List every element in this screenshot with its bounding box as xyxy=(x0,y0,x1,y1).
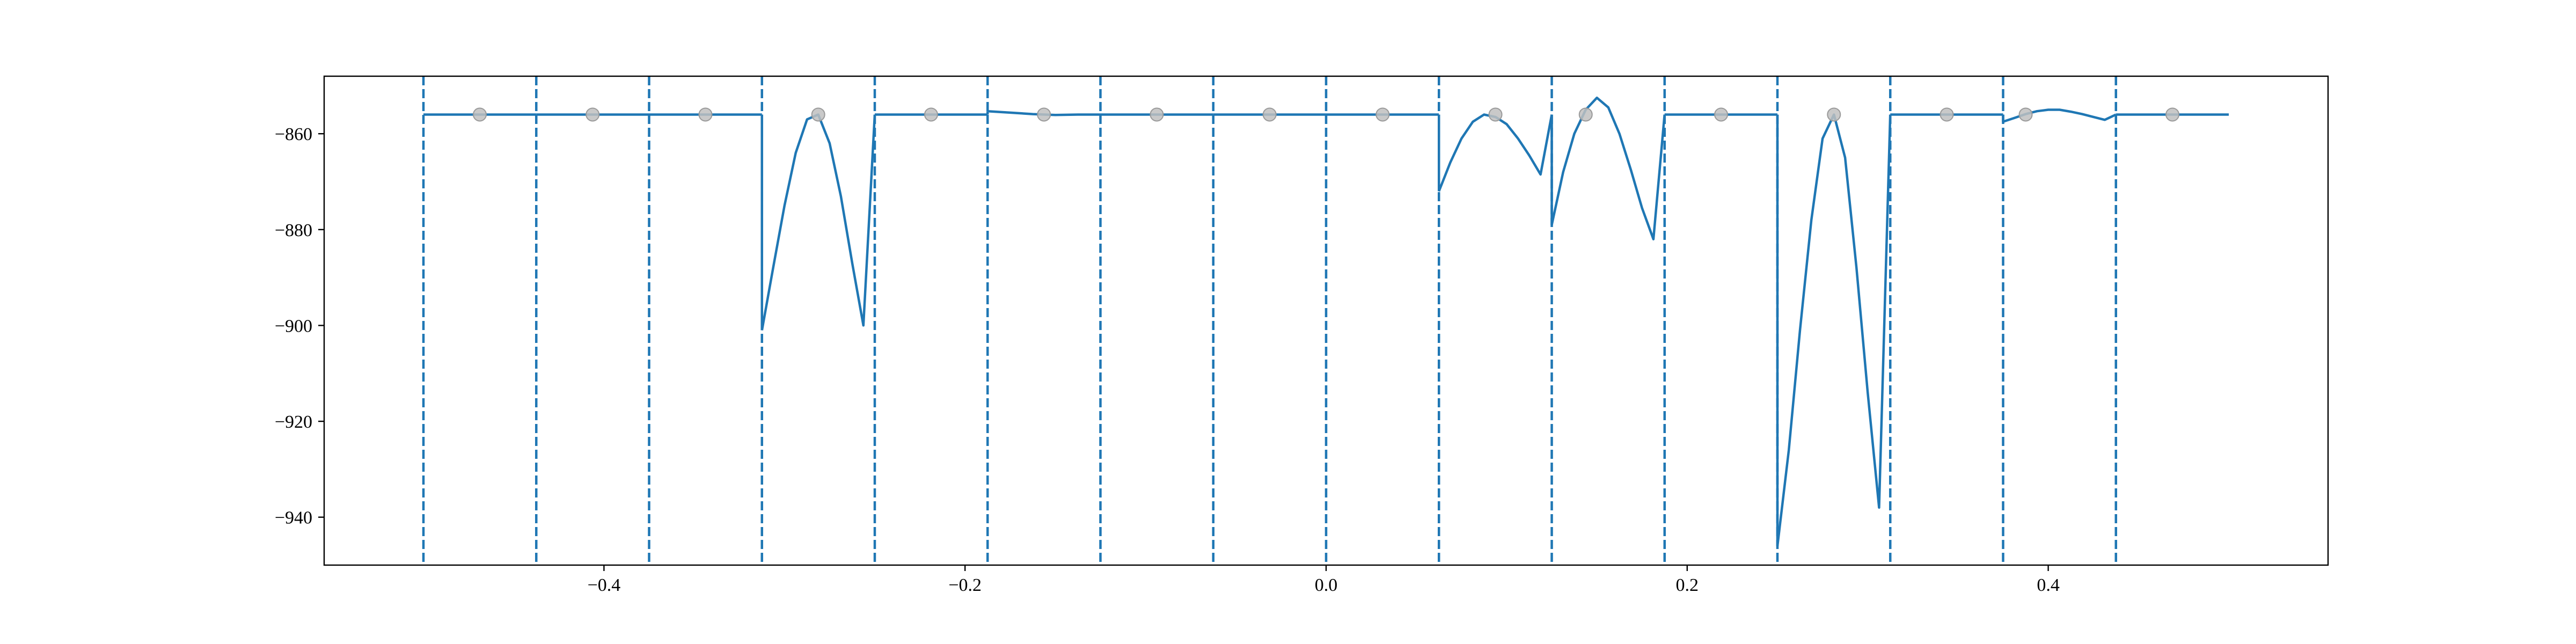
x-tick-label-0: −0.4 xyxy=(588,575,621,595)
marker-point-4 xyxy=(924,107,938,122)
marker-point-2 xyxy=(698,107,713,122)
x-tick-label-3: 0.2 xyxy=(1676,575,1699,595)
marker-point-12 xyxy=(1827,107,1841,122)
marker-points xyxy=(472,107,2180,122)
marker-point-8 xyxy=(1375,107,1390,122)
x-tick-label-4: 0.4 xyxy=(2037,575,2060,595)
y-tick-label-1: −920 xyxy=(275,412,312,432)
x-axis: −0.4 −0.2 0.0 0.2 0.4 xyxy=(588,565,2060,595)
y-tick-label-0: −940 xyxy=(275,508,312,528)
x-tick-label-1: −0.2 xyxy=(948,575,982,595)
marker-point-14 xyxy=(2018,107,2033,122)
marker-point-11 xyxy=(1714,107,1729,122)
y-tick-label-3: −880 xyxy=(275,221,312,240)
marker-point-1 xyxy=(586,107,600,122)
plot-area xyxy=(422,76,2229,565)
x-tick-label-2: 0.0 xyxy=(1315,575,1338,595)
y-tick-label-4: −860 xyxy=(275,125,312,144)
marker-point-10 xyxy=(1578,107,1593,122)
marker-point-5 xyxy=(1037,107,1051,122)
marker-point-6 xyxy=(1150,107,1164,122)
marker-point-0 xyxy=(472,107,487,122)
y-axis: −940 −920 −900 −880 −860 xyxy=(275,125,324,528)
marker-point-9 xyxy=(1488,107,1503,122)
marker-point-3 xyxy=(811,107,825,122)
series-segment-10 xyxy=(1550,96,1666,240)
y-tick-label-2: −900 xyxy=(275,316,312,336)
marker-point-7 xyxy=(1262,107,1277,122)
marker-point-13 xyxy=(1940,107,1954,122)
marker-point-15 xyxy=(2165,107,2180,122)
